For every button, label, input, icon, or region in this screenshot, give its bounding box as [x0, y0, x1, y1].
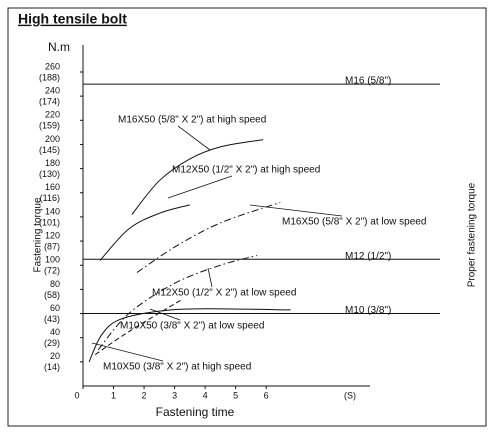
reference-label: M16 (5/8"): [345, 76, 391, 87]
y-tick-secondary-label: (43): [44, 314, 60, 324]
y-unit: N.m: [48, 40, 70, 54]
series-line: [136, 201, 281, 273]
series-label: M16X50 (5/8" X 2") at low speed: [282, 217, 426, 228]
chart-title: High tensile bolt: [18, 11, 127, 27]
y-tick-label: 260: [45, 61, 60, 71]
y-tick-label: 200: [45, 134, 60, 144]
y-tick-secondary-label: (130): [39, 169, 60, 179]
y-axis-label: Fastening torque: [33, 197, 44, 272]
x-tick-label: 0: [74, 390, 79, 400]
y-tick-label: 20: [50, 351, 60, 361]
y-tick-secondary-label: (159): [39, 121, 60, 131]
y-tick-secondary-label: (116): [40, 193, 60, 203]
y-tick-label: 140: [45, 206, 60, 216]
x-tick-label: 2: [142, 390, 147, 400]
reference-label: M12 (1/2"): [345, 251, 391, 262]
leader-line: [207, 267, 213, 288]
series-label: M10X50 (3/8" X 2") at high speed: [103, 362, 251, 373]
x-tick-label: 6: [264, 390, 269, 400]
y2-axis-label: Proper fastening torque: [467, 182, 478, 287]
y-tick-label: 100: [45, 255, 60, 265]
y-tick-secondary-label: (188): [39, 72, 60, 82]
y-tick-label: 180: [45, 158, 60, 168]
y-tick-secondary-label: (58): [44, 290, 60, 300]
x-tick-label: 5: [233, 390, 238, 400]
y-tick-secondary-label: (29): [44, 338, 60, 348]
leader-line: [167, 175, 233, 199]
y-tick-secondary-label: (72): [44, 266, 60, 276]
y-tick-label: 240: [45, 86, 60, 96]
y-tick-secondary-label: (174): [39, 97, 60, 107]
y-tick-label: 60: [50, 303, 60, 313]
y-tick-label: 80: [50, 279, 60, 289]
y-tick-label: 220: [45, 110, 60, 120]
y-tick-label: 160: [45, 182, 60, 192]
series-line: [94, 299, 181, 356]
leader-line: [249, 204, 343, 217]
leader-line: [177, 125, 211, 151]
y-tick-label: 40: [50, 327, 60, 337]
y-tick-secondary-label: (14): [44, 362, 60, 372]
leader-line: [149, 308, 181, 321]
series-label: M10X50 (3/8" X 2") at low speed: [120, 321, 264, 332]
x-axis-label: Fastening time: [156, 405, 235, 419]
x-tick-label: 1: [111, 390, 116, 400]
y-tick-secondary-label: (145): [39, 145, 60, 155]
x-unit: (S): [344, 390, 356, 400]
series-line: [99, 204, 190, 261]
y-tick-secondary-label: (87): [44, 241, 60, 251]
y-tick-label: 120: [45, 230, 60, 240]
series-line: [97, 255, 258, 351]
series-label: M12X50 (1/2" X 2") at low speed: [152, 288, 296, 299]
x-tick-label: 4: [203, 390, 208, 400]
leader-line: [91, 342, 164, 362]
reference-label: M10 (3/8"): [345, 305, 391, 316]
series-label: M12X50 (1/2" X 2") at high speed: [172, 165, 320, 176]
series-label: M16X50 (5/8" X 2") at high speed: [118, 115, 266, 126]
x-tick-label: 3: [172, 390, 177, 400]
y-tick-secondary-label: (101): [39, 217, 60, 227]
series-line: [88, 308, 291, 363]
series-line: [131, 139, 264, 215]
frame: [7, 7, 487, 427]
